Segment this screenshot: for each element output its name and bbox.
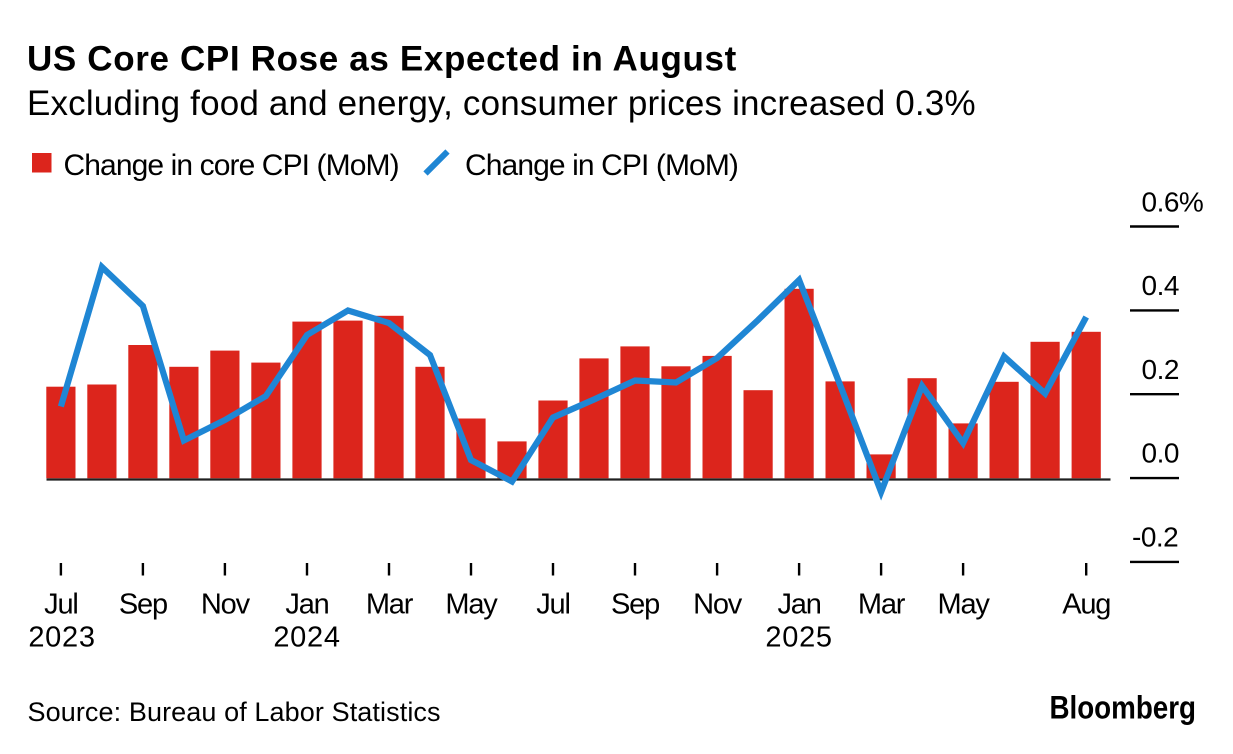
svg-text:May: May (445, 589, 498, 621)
svg-text:0.0: 0.0 (1142, 438, 1179, 469)
svg-text:Jul: Jul (44, 589, 77, 621)
svg-text:Excluding food and energy, con: Excluding food and energy, consumer pric… (27, 84, 976, 123)
svg-text:Nov: Nov (693, 589, 743, 621)
svg-text:2025: 2025 (765, 622, 832, 654)
svg-text:Sep: Sep (611, 589, 659, 621)
svg-text:0.2: 0.2 (1142, 354, 1179, 385)
svg-text:Bloomberg: Bloomberg (1049, 691, 1196, 726)
svg-text:Change in core CPI (MoM): Change in core CPI (MoM) (64, 149, 399, 182)
svg-text:2023: 2023 (28, 622, 95, 654)
svg-text:0.6%: 0.6% (1142, 186, 1204, 217)
svg-text:Sep: Sep (119, 589, 167, 621)
svg-text:Jan: Jan (778, 589, 821, 621)
svg-text:Jan: Jan (285, 589, 328, 621)
svg-text:Jul: Jul (536, 589, 569, 621)
svg-text:May: May (938, 589, 991, 621)
svg-text:Source: Bureau of Labor Statis: Source: Bureau of Labor Statistics (28, 697, 441, 727)
svg-text:Mar: Mar (858, 589, 906, 621)
svg-text:2024: 2024 (273, 622, 340, 654)
svg-text:Nov: Nov (201, 589, 251, 621)
svg-text:Aug: Aug (1062, 589, 1110, 621)
svg-text:Mar: Mar (366, 589, 414, 621)
svg-text:Change in CPI (MoM): Change in CPI (MoM) (465, 149, 738, 182)
svg-text:0.4: 0.4 (1142, 270, 1179, 301)
svg-text:-0.2: -0.2 (1132, 521, 1178, 552)
svg-text:US Core CPI Rose as Expected i: US Core CPI Rose as Expected in August (27, 39, 737, 78)
